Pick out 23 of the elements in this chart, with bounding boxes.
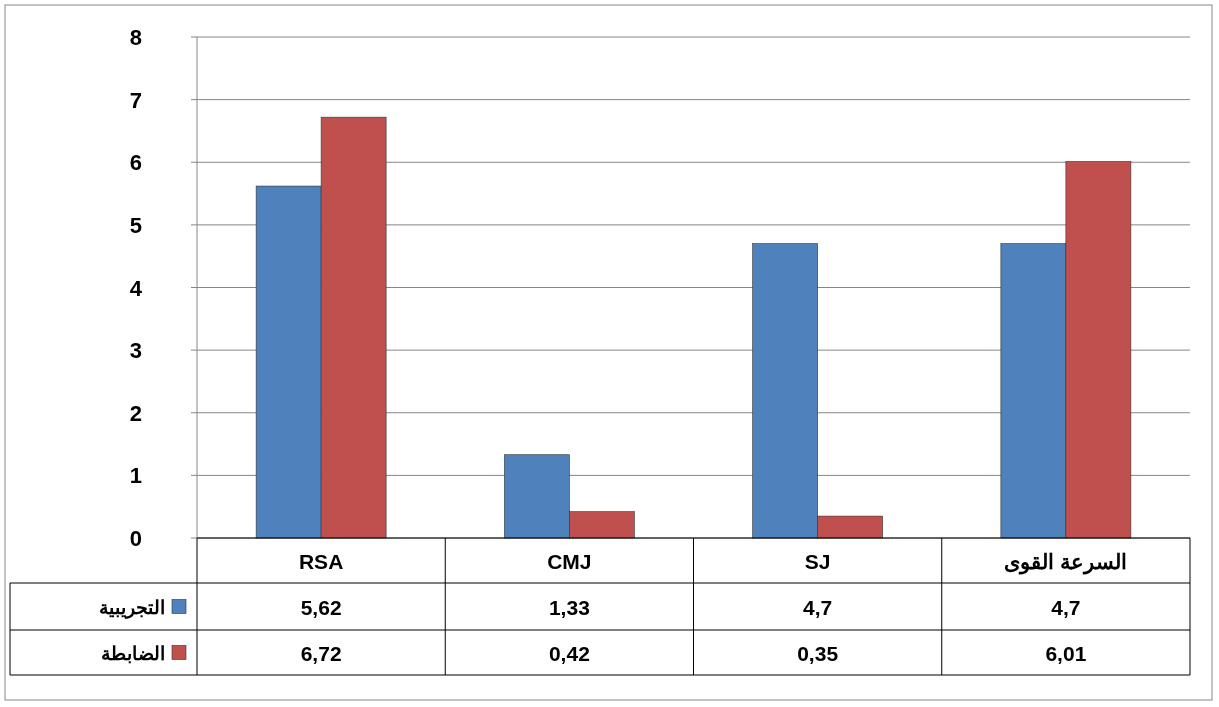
x-tick-label: CMJ <box>547 549 592 573</box>
y-tick-label: 7 <box>129 87 142 113</box>
y-tick-label: 0 <box>129 526 142 551</box>
y-tick-label: 2 <box>129 400 142 426</box>
data-label: 6,01 <box>1045 641 1087 665</box>
data-label: 1,33 <box>548 595 590 619</box>
legend-label: الضابطة <box>101 642 165 664</box>
x-tick-label: السرعة القوى <box>1004 549 1128 575</box>
legend-label: التجريبية <box>99 596 165 619</box>
data-label: 5,62 <box>300 595 342 619</box>
y-tick-label: 5 <box>129 212 142 238</box>
data-label: 0,42 <box>548 641 590 665</box>
data-label: 0,35 <box>797 641 839 665</box>
y-tick-label: 4 <box>129 275 143 301</box>
data-label: 4,7 <box>803 595 833 619</box>
y-tick-label: 3 <box>129 338 142 364</box>
x-tick-label: RSA <box>298 549 344 573</box>
x-tick-label: SJ <box>804 549 831 573</box>
y-tick-label: 8 <box>129 25 142 50</box>
data-label: 4,7 <box>1051 595 1081 619</box>
y-tick-label: 6 <box>129 150 142 176</box>
y-tick-label: 1 <box>129 463 142 489</box>
data-label: 6,72 <box>300 641 342 665</box>
